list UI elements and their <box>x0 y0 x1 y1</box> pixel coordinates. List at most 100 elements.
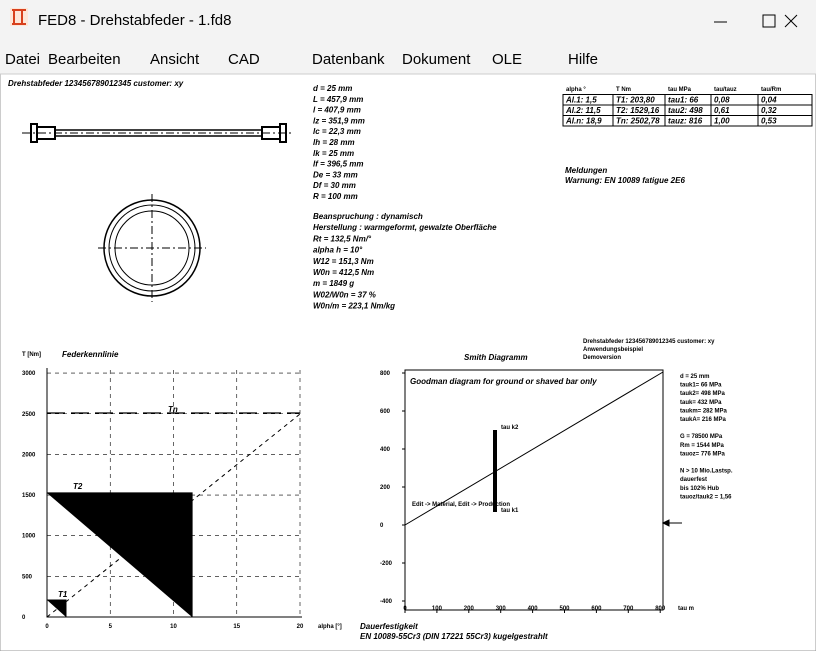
y-tick-label: 0 <box>380 523 384 529</box>
table-cell: Tn: 2502,78 <box>616 117 660 126</box>
stress-line: Rt = 132,5 Nm/° <box>313 234 372 243</box>
stress-line: Herstellung : warmgeformt, gewalzte Ober… <box>313 223 497 232</box>
t1-line <box>47 599 67 617</box>
table-cell: 0,32 <box>761 106 777 115</box>
table-header: tau/Rm <box>761 87 781 93</box>
value-line: taukA= 216 MPa <box>680 417 727 423</box>
messages-title: Meldungen <box>565 166 607 175</box>
table-cell: 1,00 <box>714 117 730 126</box>
info-line: Drehstabfeder 123456789012345 customer: … <box>583 339 715 345</box>
menu-item[interactable]: Bearbeiten <box>48 51 121 68</box>
info-line: Demoversion <box>583 355 621 361</box>
table-cell: Al.n: 18,9 <box>565 117 602 126</box>
results-table: alpha ° T Nm tau MPa tau/tauz tau/Rm Al.1: 1,… <box>562 87 813 127</box>
table-cell: Al.2: 11,5 <box>565 106 601 115</box>
menu-item[interactable]: OLE <box>492 51 522 68</box>
chart-title: Federkennlinie <box>62 350 119 359</box>
spec-line: Df = 30 mm <box>313 181 356 190</box>
table-cell: tauz: 816 <box>668 117 703 126</box>
messages-warning: Warnung: EN 10089 fatigue 2E6 <box>565 176 685 185</box>
x-tick-label: 15 <box>233 624 240 630</box>
stress-line: W0n = 412,5 Nm <box>313 268 374 277</box>
value-line: tauk2= 498 MPa <box>680 391 726 397</box>
spec-line: lz = 351,9 mm <box>313 116 365 125</box>
value-line: N > 10 Mio.Lastsp. <box>680 469 733 475</box>
upper-label: tau k2 <box>501 425 519 431</box>
menu-item[interactable]: Datenbank <box>312 51 385 68</box>
t2-label: T2 <box>73 482 83 491</box>
x-tick-label: 300 <box>496 606 507 612</box>
maximize-button[interactable] <box>762 14 776 28</box>
close-button[interactable] <box>784 14 798 28</box>
x-tick-label: 500 <box>559 606 570 612</box>
y-tick-label: 2500 <box>22 412 36 418</box>
y-tick-label: -200 <box>380 561 393 567</box>
table-cell: tau2: 498 <box>668 106 703 115</box>
table-cell: 0,08 <box>714 96 730 105</box>
x-tick-label: 800 <box>655 606 666 612</box>
x-tick-label: 600 <box>591 606 602 612</box>
x-tick-label: 700 <box>623 606 634 612</box>
menu-item[interactable]: CAD <box>228 51 260 68</box>
spec-line: lc = 22,3 mm <box>313 127 361 136</box>
drawing-header: Drehstabfeder 123456789012345 customer: … <box>8 79 184 88</box>
y-tick-label: -400 <box>380 599 393 605</box>
y-tick-label: 1500 <box>22 493 36 499</box>
x-tick-label: 5 <box>109 624 113 630</box>
title-bar <box>0 0 816 42</box>
y-axis-label: T [Nm] <box>22 352 41 358</box>
spring-chart: T [Nm] Federkennlinie alpha [°] T1 T2 Tn… <box>22 350 342 630</box>
x-tick-label: 100 <box>432 606 443 612</box>
stress-range <box>493 430 497 512</box>
info-line: Anwendungsbeispiel <box>583 347 643 353</box>
stress-line: W02/W0n = 37 % <box>313 290 376 299</box>
arrow <box>661 519 682 527</box>
table-header: tau MPa <box>668 87 692 93</box>
y-tick-label: 600 <box>380 409 391 415</box>
lower-label: tau k1 <box>501 508 519 514</box>
table-cell: tau1: 66 <box>668 96 699 105</box>
menu-bar <box>0 42 816 74</box>
table-cell: 0,53 <box>761 117 777 126</box>
x-axis-label: alpha [°] <box>318 624 342 630</box>
spec-line: lf = 396,5 mm <box>313 160 363 169</box>
value-line: tauoz= 776 MPa <box>680 451 726 457</box>
value-line: G = 78500 MPa <box>680 434 723 440</box>
chart-title: Smith Diagramm <box>464 353 528 362</box>
stress-line: W12 = 151,3 Nm <box>313 257 374 266</box>
stress-line: alpha h = 10° <box>313 246 363 255</box>
y-tick-label: 400 <box>380 447 391 453</box>
x-tick-label: 400 <box>528 606 539 612</box>
spec-line: l = 407,9 mm <box>313 106 361 115</box>
footer-material: EN 10089-55Cr3 (DIN 17221 55Cr3) kugelge… <box>360 632 548 641</box>
value-line: Rm = 1544 MPa <box>680 443 725 449</box>
table-cell: 0,61 <box>714 106 730 115</box>
goodman-line <box>404 371 664 526</box>
smith-chart: Smith Diagramm Goodman diagram for groun… <box>380 353 694 613</box>
t2-line <box>47 492 193 617</box>
menu-item[interactable]: Hilfe <box>568 51 598 68</box>
x-tick-label: 20 <box>297 624 304 630</box>
app-icon <box>10 8 28 26</box>
value-line: bis 102% Hub <box>680 486 719 492</box>
y-tick-label: 800 <box>380 371 391 377</box>
stress-line: W0n/m = 223,1 Nm/kg <box>313 302 395 311</box>
value-line: tauk= 432 MPa <box>680 400 722 406</box>
stress-line: m = 1849 g <box>313 279 354 288</box>
value-line: taukm= 282 MPa <box>680 408 728 414</box>
menu-item[interactable]: Ansicht <box>150 51 200 68</box>
table-header: alpha ° <box>566 87 586 93</box>
menu-item[interactable]: Datei <box>5 51 40 68</box>
spec-line: lh = 28 mm <box>313 138 355 147</box>
spring-end-view <box>98 194 206 302</box>
value-line: tauk1= 66 MPa <box>680 383 722 389</box>
table-header: T Nm <box>616 87 631 93</box>
spec-line: lk = 25 mm <box>313 149 354 158</box>
footer-title: Dauerfestigkeit <box>360 622 418 631</box>
y-tick-label: 200 <box>380 485 391 491</box>
table-cell: T1: 203,80 <box>616 96 655 105</box>
spec-line: De = 33 mm <box>313 170 358 179</box>
value-line: tauoz/tauk2 = 1,56 <box>680 494 732 500</box>
menu-item[interactable]: Dokument <box>402 51 471 68</box>
